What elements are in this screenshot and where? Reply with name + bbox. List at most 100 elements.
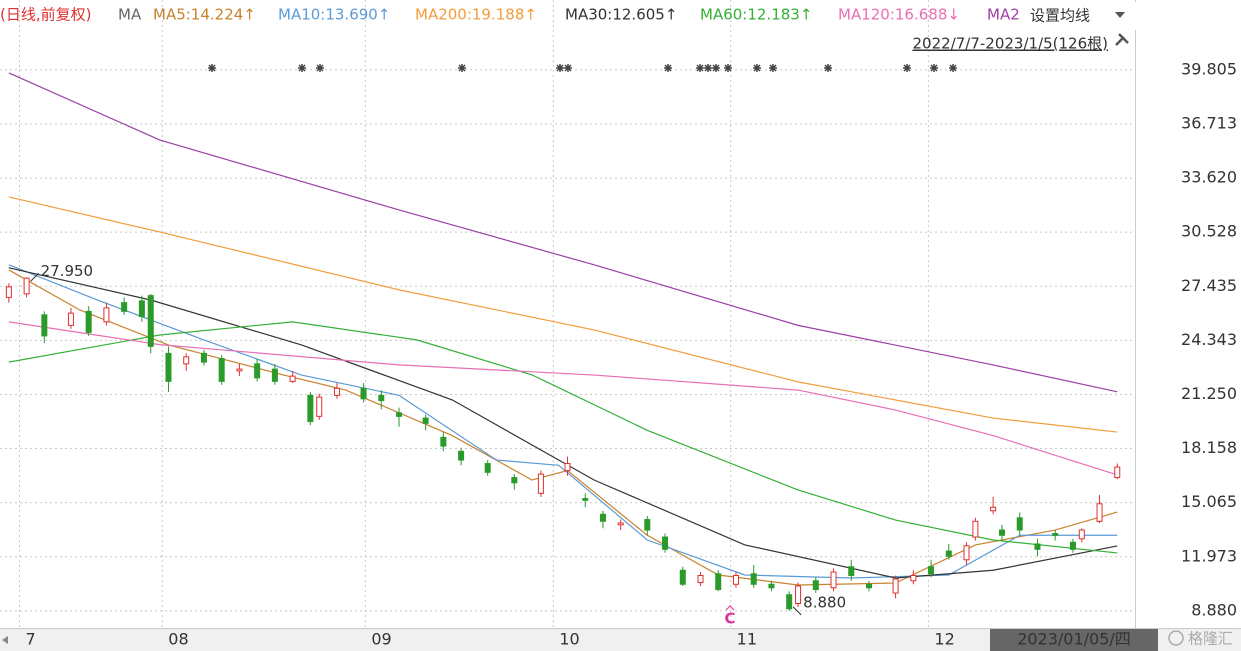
candle-body — [484, 463, 491, 473]
candle-body — [812, 580, 819, 591]
y-tick-label: 30.528 — [1181, 222, 1237, 241]
candle-body — [697, 575, 704, 584]
ma-line — [8, 72, 1118, 393]
annotation-label: 27.950 — [41, 262, 94, 280]
candle-body — [23, 277, 30, 295]
y-tick-label: 36.713 — [1181, 113, 1237, 132]
event-icon — [208, 64, 216, 72]
y-tick-label: 39.805 — [1181, 59, 1237, 78]
candle-body — [1052, 533, 1059, 536]
candle-body — [5, 286, 12, 298]
x-axis-strip — [0, 628, 1241, 651]
candle-body — [617, 522, 624, 526]
x-tick-label: 12 — [934, 630, 954, 649]
candle-body — [121, 302, 128, 312]
candle-body — [537, 473, 544, 494]
candle-body — [830, 571, 837, 589]
y-tick-label: 15.065 — [1181, 492, 1237, 511]
x-tick-label: 11 — [737, 630, 757, 649]
ma-line — [8, 269, 1118, 586]
candle-body — [963, 545, 970, 561]
event-icon — [696, 64, 704, 72]
candle-body — [972, 520, 979, 538]
candle-body — [1034, 543, 1041, 550]
candle-body — [732, 575, 739, 585]
y-tick-label: 8.880 — [1191, 600, 1237, 619]
event-marker[interactable]: C — [724, 610, 735, 628]
candle-body — [254, 363, 261, 379]
candle-body — [333, 387, 340, 396]
scroll-left[interactable] — [2, 636, 8, 644]
dropdown-arrow[interactable] — [1115, 12, 1125, 18]
candle-body — [582, 498, 589, 501]
candle-body — [715, 573, 722, 591]
ma-line — [8, 321, 1118, 476]
candle-body — [928, 566, 935, 575]
candle-body — [360, 387, 367, 400]
candle-body — [440, 436, 447, 447]
event-icon — [704, 64, 712, 72]
candle-body — [768, 583, 775, 589]
candle-body — [1016, 517, 1023, 531]
candle-body — [458, 450, 465, 461]
ma-line — [8, 321, 1118, 554]
settings-text[interactable]: 设置均线 — [1030, 7, 1090, 25]
event-icon — [712, 64, 720, 72]
x-tick-label: 10 — [559, 630, 579, 649]
candle-body — [795, 585, 802, 605]
candle-body — [236, 368, 243, 372]
event-markers — [208, 64, 957, 72]
candle-body — [679, 569, 686, 585]
header-label: (日线,前复权) — [0, 6, 91, 24]
candle-body — [910, 575, 917, 582]
candle-body — [1069, 541, 1076, 550]
candle-body — [998, 529, 1005, 536]
candle-body — [316, 396, 323, 417]
event-icon — [903, 64, 911, 72]
y-tick-label: 27.435 — [1181, 276, 1237, 295]
y-tick-label: 21.250 — [1181, 384, 1237, 403]
legend-entry: MA10:13.690↑ — [278, 6, 390, 24]
x-tick-label: 09 — [371, 630, 391, 649]
candle-body — [200, 352, 207, 363]
event-icon — [564, 64, 572, 72]
candle-body — [378, 394, 385, 402]
candle-body — [67, 312, 74, 326]
candle-body — [103, 307, 110, 323]
y-tick-label: 11.973 — [1181, 546, 1237, 565]
legend-entry: MA30:12.605↑ — [565, 6, 677, 24]
candle-body — [1096, 503, 1103, 522]
event-icon — [664, 64, 672, 72]
pin-icon[interactable] — [1115, 33, 1129, 46]
watermark-logo — [1168, 630, 1184, 646]
annotation-label: 8.880 — [803, 593, 846, 611]
ma-line — [8, 264, 1118, 579]
settings-button[interactable]: 设置均线 — [1022, 2, 1136, 30]
event-icon — [769, 64, 777, 72]
candle-body — [892, 578, 899, 594]
candle-body — [564, 463, 571, 472]
current-date: 2023/01/05/四 — [1017, 630, 1131, 649]
header: (日线,前复权) MA MA5:14.224↑ MA10:13.690↑ MA200… — [0, 6, 1020, 24]
event-icon — [316, 64, 324, 72]
candle-body — [644, 519, 651, 531]
date-box — [990, 629, 1158, 651]
candle-body — [865, 583, 872, 589]
plot — [5, 72, 1121, 611]
candle-body — [599, 513, 606, 522]
candle-body — [165, 352, 172, 382]
candle-body — [786, 594, 793, 610]
candle-body — [147, 295, 154, 347]
date-range[interactable]: 2022/7/7-2023/1/5(126根) — [913, 35, 1108, 53]
legend-entry: MA2 — [987, 6, 1020, 24]
candle-body — [307, 394, 314, 423]
event-icon — [724, 64, 732, 72]
settings-bg[interactable] — [1022, 2, 1136, 30]
candle-body — [990, 506, 997, 512]
legend-entry: MA120:16.688↓ — [838, 6, 960, 24]
legend-entry: MA5:14.224↑ — [153, 6, 256, 24]
event-icon — [458, 64, 466, 72]
watermark: 格隆汇 — [1188, 630, 1233, 648]
ma-line — [8, 267, 1118, 579]
